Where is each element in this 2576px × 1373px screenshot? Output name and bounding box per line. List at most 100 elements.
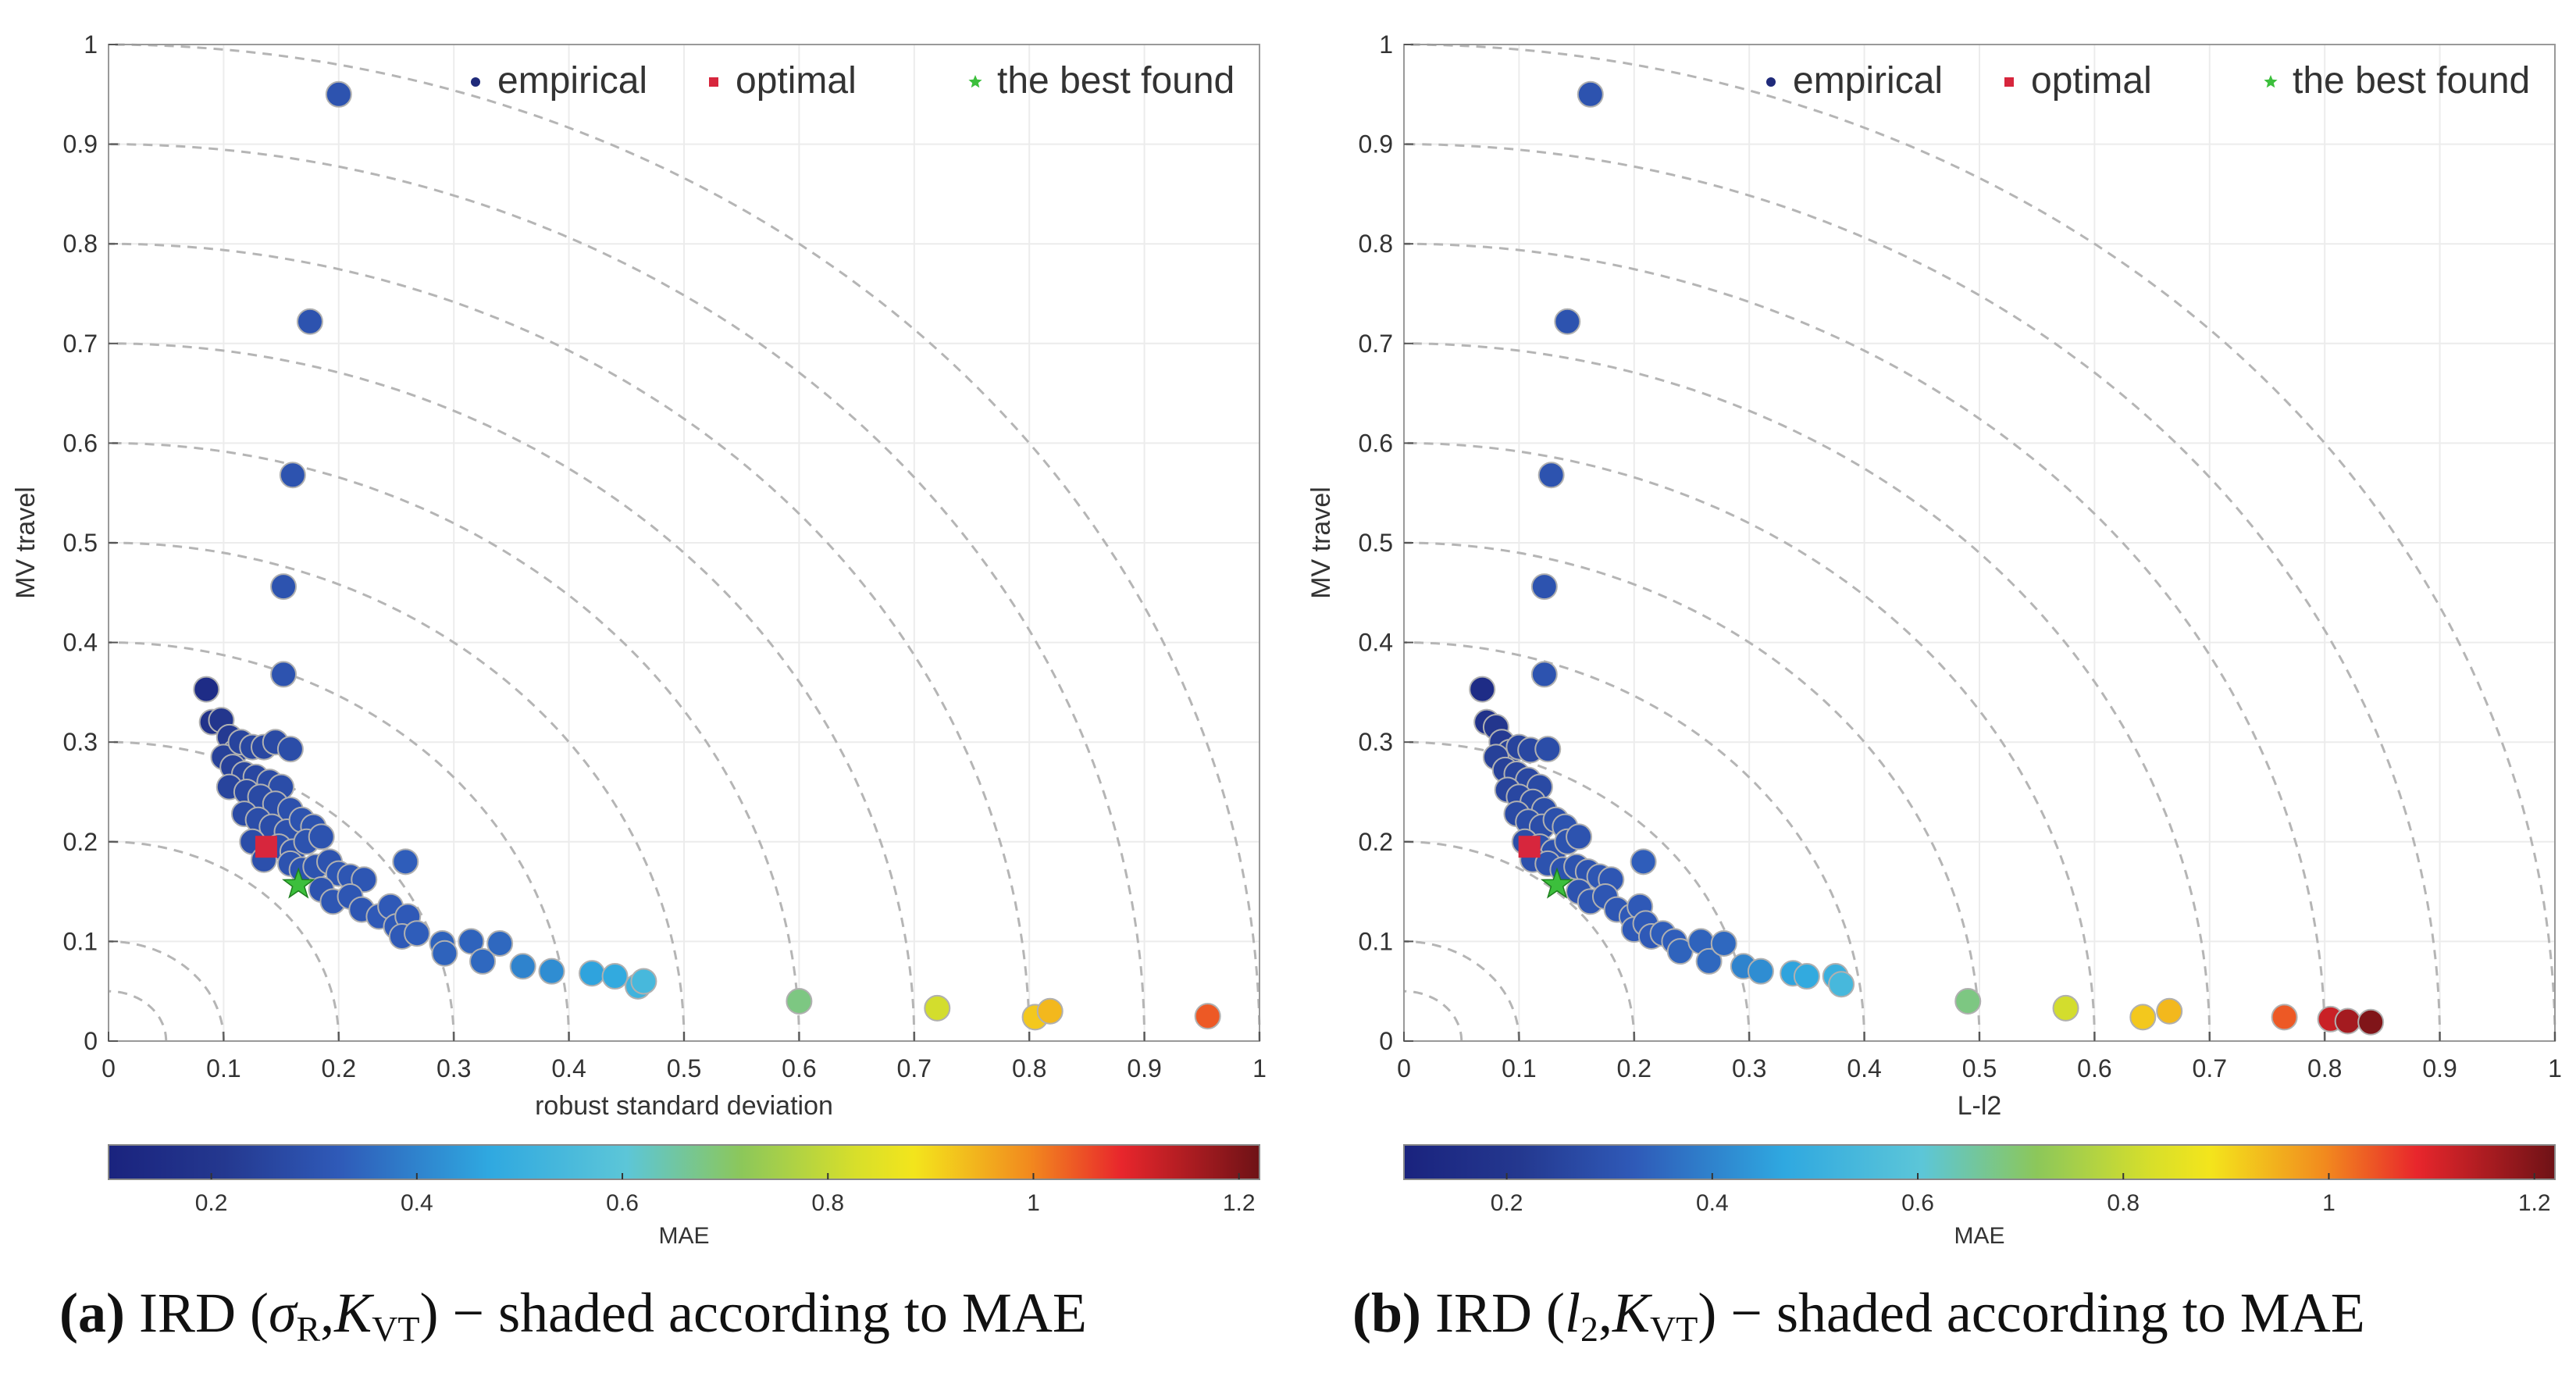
caption-a-text-before: IRD (: [124, 1282, 269, 1344]
legend-label: optimal: [2031, 60, 2152, 102]
data-point: [404, 920, 431, 947]
y-tick-label: 1: [1379, 30, 1393, 59]
data-point: [509, 953, 536, 980]
data-point: [276, 736, 304, 763]
colorbar-tick-label: 0.8: [811, 1190, 844, 1216]
y-tick-label: 0.3: [63, 728, 98, 756]
x-tick-label: 0.5: [667, 1054, 701, 1082]
series-empirical: [193, 80, 1221, 1031]
x-axis-label: L-l2: [1958, 1091, 2002, 1121]
reference-arcs: [1403, 43, 2556, 1042]
x-tick-label: 0.1: [1502, 1054, 1536, 1082]
y-tick-label: 0.9: [1359, 130, 1393, 159]
data-point: [270, 661, 298, 688]
reference-arc: [108, 441, 800, 1042]
data-point: [1534, 736, 1562, 763]
x-tick-label: 0.3: [436, 1054, 471, 1082]
y-tick-label: 0.3: [1359, 728, 1393, 756]
series-empirical: [1469, 80, 2385, 1036]
x-tick-label: 0.4: [551, 1054, 586, 1082]
colorbar-label: MAE: [1954, 1223, 2004, 1249]
data-point: [279, 462, 306, 489]
legend-label: the best found: [997, 60, 1235, 102]
data-point: [2129, 1004, 2157, 1031]
data-point: [630, 968, 657, 995]
x-tick-label: 0.9: [1127, 1054, 1161, 1082]
colorbar-tick-label: 0.2: [1491, 1190, 1523, 1216]
colorbar-tick-label: 1.2: [1223, 1190, 1256, 1216]
y-tick-label: 0.1: [63, 927, 98, 955]
data-point: [786, 987, 813, 1015]
data-point: [270, 573, 298, 601]
reference-arc: [1403, 641, 1866, 1042]
data-point: [431, 940, 458, 967]
reference-arc: [109, 990, 168, 1041]
data-point: [296, 308, 323, 335]
x-tick-label: 0.2: [1617, 1054, 1651, 1082]
y-axis-label: MV travel: [11, 487, 41, 599]
caption-a-label: (a): [59, 1282, 125, 1344]
caption-b-var1-sub: 2: [1580, 1309, 1598, 1349]
caption-b-var2: K: [1612, 1282, 1651, 1344]
data-point: [486, 929, 514, 957]
data-point: [1828, 971, 1855, 998]
x-tick-label: 0.2: [322, 1054, 356, 1082]
colorbar-tick-label: 1: [2322, 1190, 2336, 1216]
data-point: [579, 960, 606, 987]
colorbar-tick-label: 0.6: [1901, 1190, 1934, 1216]
legend-marker-optimal: [2004, 77, 2014, 87]
data-point: [538, 958, 565, 985]
reference-arc: [1403, 342, 2211, 1042]
reference-arc: [1404, 840, 1636, 1041]
x-tick-label: 0.5: [1962, 1054, 1997, 1082]
data-point: [1036, 997, 1064, 1025]
data-point: [325, 80, 352, 108]
colorbar: 0.2 0.4 0.6 0.8 1 1.2 MAE: [1403, 1144, 2556, 1249]
chart-panel-b: 0 0.1 0.2 0.3 0.4 0.5 0.6 0.7 0.8 0.9 1 0 0.1 0.2 0.3 0…: [1306, 30, 2562, 1249]
legend-label: empirical: [1793, 60, 1943, 102]
reference-arc: [1403, 242, 2326, 1042]
legend-marker-best-found: [968, 75, 982, 88]
chart-panel-a: 0 0.1 0.2 0.3 0.4 0.5 0.6 0.7 0.8 0.9 1 0 0.1 0.2 0.3 0…: [11, 30, 1267, 1249]
y-tick-label: 0.6: [63, 429, 98, 457]
y-tick-label: 1: [84, 30, 98, 59]
reference-arc: [108, 242, 1031, 1042]
reference-arc: [108, 143, 1146, 1042]
reference-arc: [1404, 990, 1463, 1041]
colorbar: 0.2 0.4 0.6 0.8 1 1.2 MAE: [108, 1144, 1260, 1249]
data-point: [1747, 958, 1774, 985]
y-tick-label: 0.5: [1359, 529, 1393, 557]
data-point: [469, 947, 497, 975]
colorbar-tick-label: 1: [1027, 1190, 1040, 1216]
legend: empirical optimal the best found: [471, 60, 1235, 102]
reference-arc: [109, 840, 340, 1041]
caption-b-text-after: ) − shaded according to MAE: [1698, 1282, 2365, 1344]
colorbar-tick-label: 0.6: [606, 1190, 639, 1216]
y-tick-label: 0.5: [63, 529, 98, 557]
caption-a-sep: ,: [320, 1282, 335, 1344]
legend-marker-empirical: [471, 77, 480, 87]
reference-arc: [109, 940, 225, 1041]
x-tick-label: 0.8: [2307, 1054, 2342, 1082]
legend-label: empirical: [497, 60, 647, 102]
reference-arc: [1403, 143, 2442, 1042]
x-axis-label: robust standard deviation: [535, 1091, 833, 1121]
x-tick-label: 0.4: [1847, 1054, 1881, 1082]
data-point: [1710, 929, 1737, 957]
x-tick-label: 0.6: [2077, 1054, 2111, 1082]
caption-a-var2-sub: VT: [372, 1309, 420, 1349]
y-tick-label: 0.9: [63, 130, 98, 159]
x-tick-label: 0.8: [1012, 1054, 1046, 1082]
data-point: [1194, 1003, 1221, 1030]
data-point: [392, 848, 419, 876]
caption-a-var1: σ: [268, 1282, 297, 1344]
colorbar-gradient: [1403, 1144, 2556, 1180]
data-point: [1954, 987, 1982, 1015]
y-tick-label: 0.6: [1359, 429, 1393, 457]
reference-arc: [108, 541, 686, 1042]
caption-a-text-after: ) − shaded according to MAE: [419, 1282, 1087, 1344]
data-point: [2052, 994, 2079, 1022]
data-point: [2334, 1007, 2361, 1035]
legend-label: optimal: [736, 60, 857, 102]
